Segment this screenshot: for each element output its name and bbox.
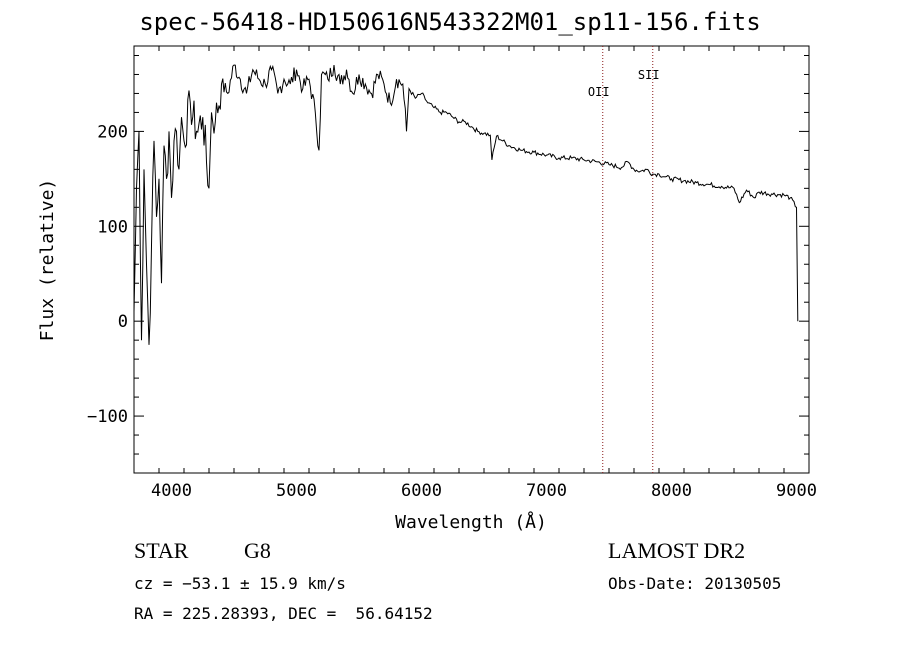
- marker-label: SII: [638, 68, 660, 82]
- redshift-info: cz = −53.1 ± 15.9 km/s: [134, 574, 346, 593]
- y-tick-label: −100: [87, 407, 128, 427]
- x-axis-label: Wavelength (Å): [395, 511, 547, 533]
- object-subclass: G8: [244, 538, 271, 563]
- y-tick-label: 200: [97, 122, 128, 142]
- plot-frame: [133, 45, 810, 474]
- x-tick-label: 4000: [151, 481, 192, 501]
- object-class: STAR: [134, 538, 189, 563]
- x-tick-label: 8000: [651, 481, 692, 501]
- line-markers: OII SII: [588, 46, 660, 473]
- chart-title: spec-56418-HD150616N543322M01_sp11-156.f…: [139, 8, 761, 36]
- y-tick-label: 0: [118, 312, 128, 332]
- observation-date: Obs-Date: 20130505: [608, 574, 782, 593]
- x-tick-label: 6000: [401, 481, 442, 501]
- y-tick-label: 100: [97, 217, 128, 237]
- x-tick-label: 7000: [526, 481, 567, 501]
- axis-ticks: 4000 5000 6000 7000 8000 9000 −100 0 100 200: [87, 46, 817, 501]
- spectrum-line: [134, 64, 799, 345]
- survey-name: LAMOST DR2: [608, 538, 746, 563]
- coordinates: RA = 225.28393, DEC = 56.64152: [134, 604, 433, 623]
- x-tick-label: 9000: [776, 481, 817, 501]
- marker-label: OII: [588, 85, 610, 99]
- x-tick-label: 5000: [276, 481, 317, 501]
- y-axis-label: Flux (relative): [37, 179, 58, 342]
